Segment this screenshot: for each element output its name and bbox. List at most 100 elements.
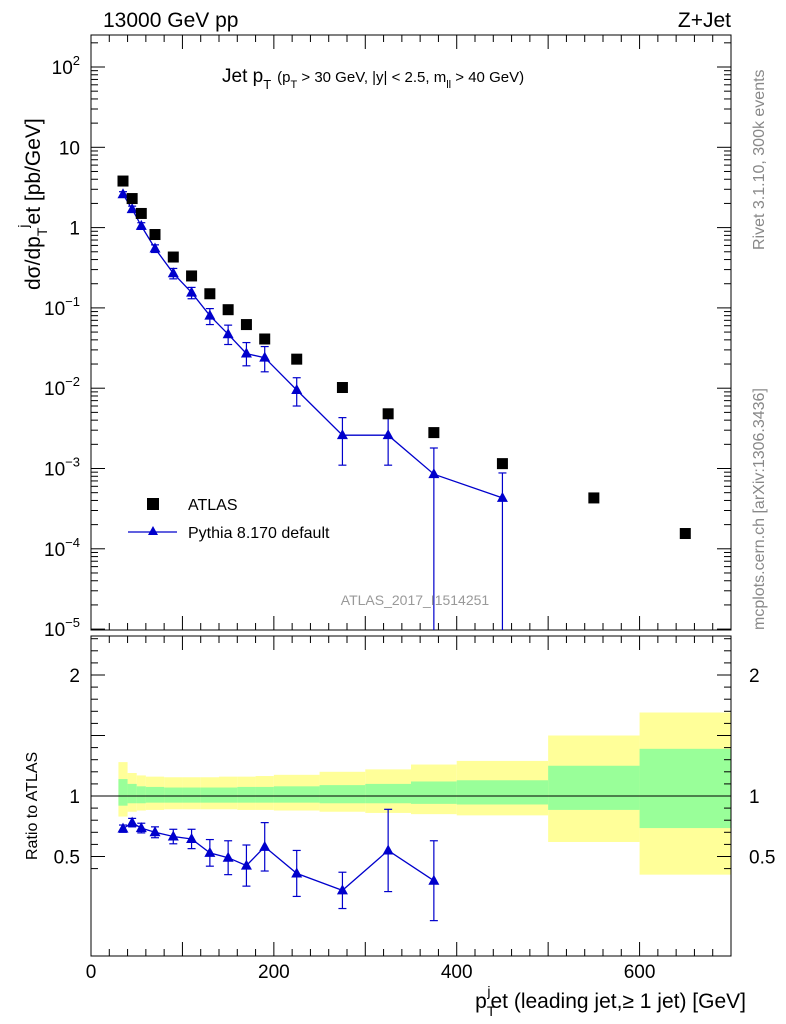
- ratio-y-ticks: 0.5 0.5 1 1 2 2: [54, 638, 775, 870]
- ratio-y-tick-label-left: 1: [69, 787, 80, 808]
- main-y-tick-label: 10−2: [44, 374, 80, 400]
- ratio-point: [291, 867, 303, 878]
- pythia-point: [496, 491, 508, 502]
- title-cut-sub: T: [291, 79, 298, 91]
- ratio-y-tick-label-left: 2: [69, 666, 80, 687]
- ratio-point: [428, 874, 440, 885]
- ratio-y-tick-label-right: 2: [749, 666, 760, 687]
- uncertainty-band-green: [127, 783, 137, 804]
- title-cut-open: (p: [277, 69, 290, 86]
- ratio-point: [240, 859, 252, 870]
- atlas-point: [117, 175, 129, 187]
- mcplots-label: mcplots.cern.ch [arXiv:1306.3436]: [751, 388, 768, 630]
- atlas-point: [496, 458, 508, 470]
- uncertainty-band-green: [219, 787, 238, 803]
- legend-label-atlas: ATLAS: [188, 497, 238, 514]
- uncertainty-band-green: [365, 783, 411, 804]
- ratio-point: [222, 851, 234, 862]
- main-y-label: dσ/dpTjet [pb/GeV]: [15, 118, 50, 290]
- ratio-series-line: [122, 821, 435, 892]
- pythia-point: [204, 309, 216, 320]
- pythia-point: [259, 351, 271, 362]
- pythia-point: [382, 429, 394, 440]
- main-x-ticks: [90, 35, 732, 630]
- main-y-tick-label: 102: [52, 53, 80, 79]
- ratio-point: [117, 822, 129, 833]
- ratio-point: [259, 840, 271, 851]
- uncertainty-band-green: [136, 786, 146, 804]
- uncertainty-band-green: [639, 748, 731, 829]
- uncertainty-band-green: [273, 786, 320, 803]
- atlas-point: [222, 304, 234, 316]
- title-main-sub: T: [263, 77, 271, 92]
- uncertainty-band-green: [319, 785, 366, 804]
- uncertainty-band-green: [145, 786, 165, 803]
- atlas-point: [204, 288, 216, 300]
- pythia-point: [428, 468, 440, 479]
- title-cut-close: > 40 GeV): [451, 69, 524, 86]
- ratio-point: [204, 846, 216, 857]
- header-left: 13000 GeV pp: [103, 9, 238, 32]
- atlas-point: [135, 207, 147, 219]
- atlas-point: [291, 353, 303, 365]
- legend-item-pythia: Pythia 8.170 default: [128, 525, 330, 542]
- ratio-point: [167, 830, 179, 841]
- pythia-point: [167, 267, 179, 278]
- ratio-y-tick-label-left: 0.5: [54, 848, 80, 869]
- atlas-point: [382, 408, 394, 420]
- atlas-point: [149, 229, 161, 241]
- uncertainty-band-green: [255, 786, 274, 803]
- header-right: Z+Jet: [678, 9, 731, 32]
- ratio-y-label: Ratio to ATLAS: [24, 752, 41, 860]
- ratio-data-layer: [117, 808, 440, 922]
- ratio-x-tick-label: 0: [86, 962, 97, 983]
- legend-marker-pythia: [148, 526, 158, 535]
- pythia-point: [186, 286, 198, 297]
- ratio-point: [126, 816, 138, 827]
- main-y-tick-label: 10−4: [44, 535, 80, 561]
- analysis-watermark: ATLAS_2017_I1514251: [341, 592, 490, 608]
- atlas-point: [126, 193, 138, 205]
- atlas-point: [428, 427, 440, 439]
- plot-title: Jet pT (pT > 30 GeV, |y| < 2.5, mll > 40 …: [222, 66, 524, 92]
- main-y-tick-label: 10−5: [44, 615, 80, 641]
- atlas-point: [186, 270, 198, 282]
- pythia-point: [222, 328, 234, 339]
- main-y-ticks: 102 10 1 10−1 10−2 10−3 10−4 10−5: [44, 42, 731, 641]
- ratio-y-tick-label-right: 1: [749, 787, 760, 808]
- atlas-point: [679, 528, 691, 540]
- ratio-x-label: pTjet (leading jet,≥ 1 jet) [GeV]: [475, 983, 746, 1019]
- main-y-tick-label: 10−1: [44, 294, 80, 320]
- pythia-point: [135, 219, 147, 230]
- ratio-x-tick-label: 200: [258, 962, 290, 983]
- uncertainty-band-green: [411, 781, 457, 804]
- uncertainty-band-green: [182, 787, 201, 803]
- legend: ATLAS Pythia 8.170 default: [128, 497, 330, 542]
- ratio-x-tick-label: 600: [624, 962, 656, 983]
- ratio-y-tick-label-right: 0.5: [749, 848, 775, 869]
- uncertainty-band-green: [456, 780, 549, 805]
- atlas-point: [259, 333, 271, 345]
- ratio-x-tick-label: 400: [441, 962, 473, 983]
- ratio-point: [382, 844, 394, 855]
- pythia-point: [126, 203, 138, 214]
- title-cut-mid: > 30 GeV, |y| < 2.5, m: [297, 69, 446, 86]
- rivet-label: Rivet 3.1.10, 300k events: [751, 69, 768, 250]
- main-panel-frame: [90, 34, 732, 631]
- ratio-point: [149, 826, 161, 837]
- pythia-point: [291, 383, 303, 394]
- legend-item-atlas: ATLAS: [147, 497, 238, 514]
- uncertainty-band-green: [237, 786, 256, 803]
- title-main: Jet p: [222, 66, 263, 87]
- ratio-point: [186, 832, 198, 843]
- pythia-point: [117, 188, 129, 199]
- ratio-bands: [118, 712, 731, 875]
- main-y-tick-label: 1: [69, 219, 80, 240]
- main-data-layer: [117, 175, 691, 630]
- uncertainty-band-green: [164, 787, 183, 803]
- main-y-tick-label: 10: [59, 138, 80, 159]
- atlas-point: [167, 251, 179, 263]
- pythia-point: [336, 429, 348, 440]
